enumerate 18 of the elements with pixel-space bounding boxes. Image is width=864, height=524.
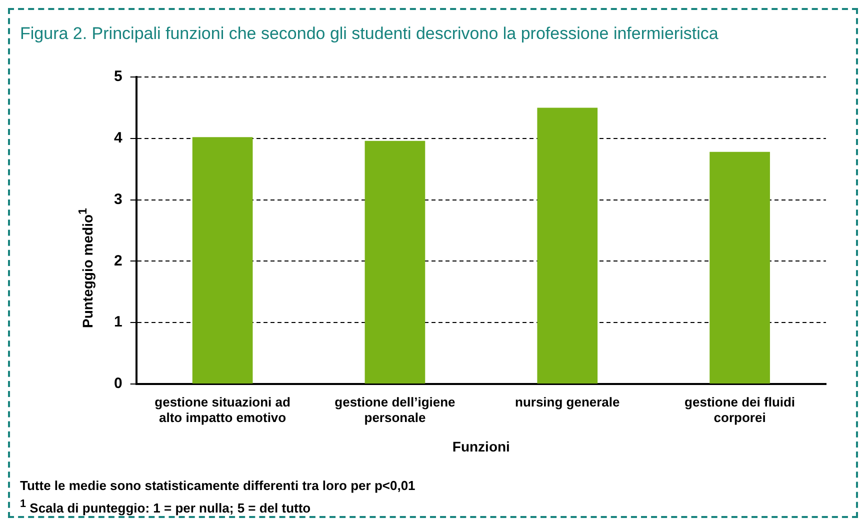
y-tick-label: 1 bbox=[114, 314, 122, 331]
chart-title: Figura 2. Principali funzioni che secondo gli studenti descrivono la professione infermieristica bbox=[20, 24, 718, 44]
x-tick-label: nursing generale bbox=[515, 394, 620, 410]
text: Tutte le medie sono statisticamente differenti tra loro per p<0,01 bbox=[20, 477, 416, 495]
y-tick-label: 0 bbox=[114, 375, 122, 392]
bar bbox=[192, 137, 253, 384]
bar bbox=[537, 108, 598, 384]
bar bbox=[364, 140, 426, 384]
text: $^{1}$ Scala di punteggio: 1 = per nulla; 5 = del tutto bbox=[20, 497, 312, 518]
x-tick-label: gestione dell’igiene personale bbox=[334, 394, 456, 425]
y-tick-label: 5 bbox=[114, 68, 122, 86]
x-axis-title: Funzioni bbox=[452, 438, 510, 454]
y-tick-label: 4 bbox=[114, 130, 123, 147]
y-tick-label: 2 bbox=[114, 252, 122, 270]
bar bbox=[710, 152, 770, 384]
x-tick-label: gestione dei fluidi corporei bbox=[684, 394, 796, 425]
x-tick-label: gestione situazioni ad alto impatto emotivo bbox=[154, 394, 291, 425]
y-tick-label: 3 bbox=[114, 190, 122, 208]
